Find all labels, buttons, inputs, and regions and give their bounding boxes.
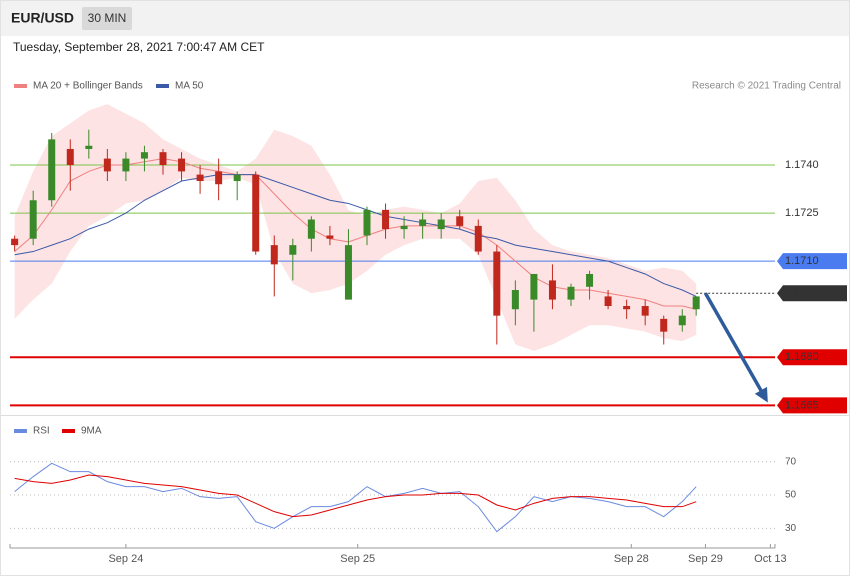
- x-tick-label: Sep 28: [614, 553, 649, 565]
- legend-label: MA 20 + Bollinger Bands: [33, 81, 143, 92]
- level-label: 1.1680: [785, 351, 819, 363]
- legend-label: 9MA: [81, 426, 102, 437]
- candle-body: [493, 251, 501, 316]
- x-tick-label: Oct 13: [754, 553, 786, 565]
- candle-body: [623, 306, 631, 310]
- candle-body: [48, 139, 56, 201]
- y-tick-label: 30: [785, 523, 797, 534]
- candle-body: [233, 174, 241, 182]
- level-label-box: [777, 349, 847, 366]
- ma-line: [14, 174, 697, 297]
- legend-swatch: [156, 84, 169, 88]
- level-label: 1.1665: [785, 399, 819, 411]
- price-panel: 1.1740 1.1725 1.1710 1.1700 1.1680 1.1665 MA 2…: [10, 81, 847, 414]
- level-label: 1.1700: [785, 287, 819, 299]
- candle-body: [511, 290, 519, 310]
- candle-body: [289, 245, 297, 255]
- candle-body: [307, 219, 315, 239]
- legend-label: RSI: [33, 426, 50, 437]
- candle-body: [85, 145, 93, 149]
- candle-body: [382, 209, 390, 230]
- candle-body: [270, 245, 278, 265]
- candle-body: [692, 296, 700, 310]
- timestamp: Tuesday, September 28, 2021 7:00:47 AM C…: [13, 40, 265, 54]
- candle-body: [140, 152, 148, 159]
- candle-body: [178, 158, 186, 172]
- legend-label: MA 50: [175, 81, 204, 92]
- candle-body: [548, 280, 556, 300]
- credit: Research © 2021 Trading Central: [692, 81, 841, 92]
- candle-body: [660, 318, 668, 332]
- candle-body: [400, 225, 408, 230]
- candle-body: [456, 216, 464, 226]
- x-tick-label: Sep 24: [108, 553, 143, 565]
- level-label-box: [777, 285, 847, 302]
- level-label-box: [777, 253, 847, 270]
- candle-body: [196, 174, 204, 182]
- legend-swatch: [62, 429, 75, 433]
- symbol: EUR/USD: [11, 10, 74, 26]
- candle-body: [530, 273, 538, 300]
- legend-swatch: [14, 429, 27, 433]
- header-bar: [1, 1, 849, 36]
- candle-body: [604, 296, 612, 307]
- level-label: 1.1725: [785, 207, 819, 219]
- candle-body: [567, 286, 575, 300]
- candle-body: [641, 306, 649, 316]
- candle-body: [66, 148, 74, 165]
- interval: 30 MIN: [88, 11, 127, 25]
- level-label: 1.1740: [785, 159, 819, 171]
- legend-swatch: [14, 84, 27, 88]
- y-tick-label: 50: [785, 490, 797, 501]
- forecast-arrow: [703, 292, 768, 403]
- series-line: [14, 462, 697, 533]
- x-tick-label: Sep 25: [340, 553, 375, 565]
- candle-body: [326, 235, 334, 239]
- candle-body: [586, 273, 594, 287]
- candle-body: [252, 174, 260, 252]
- level-label: 1.1710: [785, 255, 819, 267]
- candle-body: [29, 200, 37, 239]
- candle-body: [363, 209, 371, 236]
- candle-body: [474, 225, 482, 252]
- candle-body: [11, 238, 19, 246]
- x-tick-label: Sep 29: [688, 553, 723, 565]
- y-tick-label: 70: [785, 456, 797, 467]
- candle-body: [159, 152, 167, 165]
- candle-body: [103, 158, 111, 172]
- level-label-box: [777, 397, 847, 414]
- candle-body: [122, 158, 130, 172]
- rsi-panel: 30 50 70 Sep 24 Sep 25 Sep 28 Sep 29 Oct 13 RSI 9…: [9, 426, 797, 565]
- interval-badge[interactable]: [82, 7, 132, 30]
- series-line: [14, 474, 697, 518]
- candle-body: [678, 315, 686, 326]
- candle-body: [344, 245, 352, 300]
- candle-body: [419, 219, 427, 226]
- candle-body: [215, 171, 223, 185]
- candle-body: [437, 219, 445, 230]
